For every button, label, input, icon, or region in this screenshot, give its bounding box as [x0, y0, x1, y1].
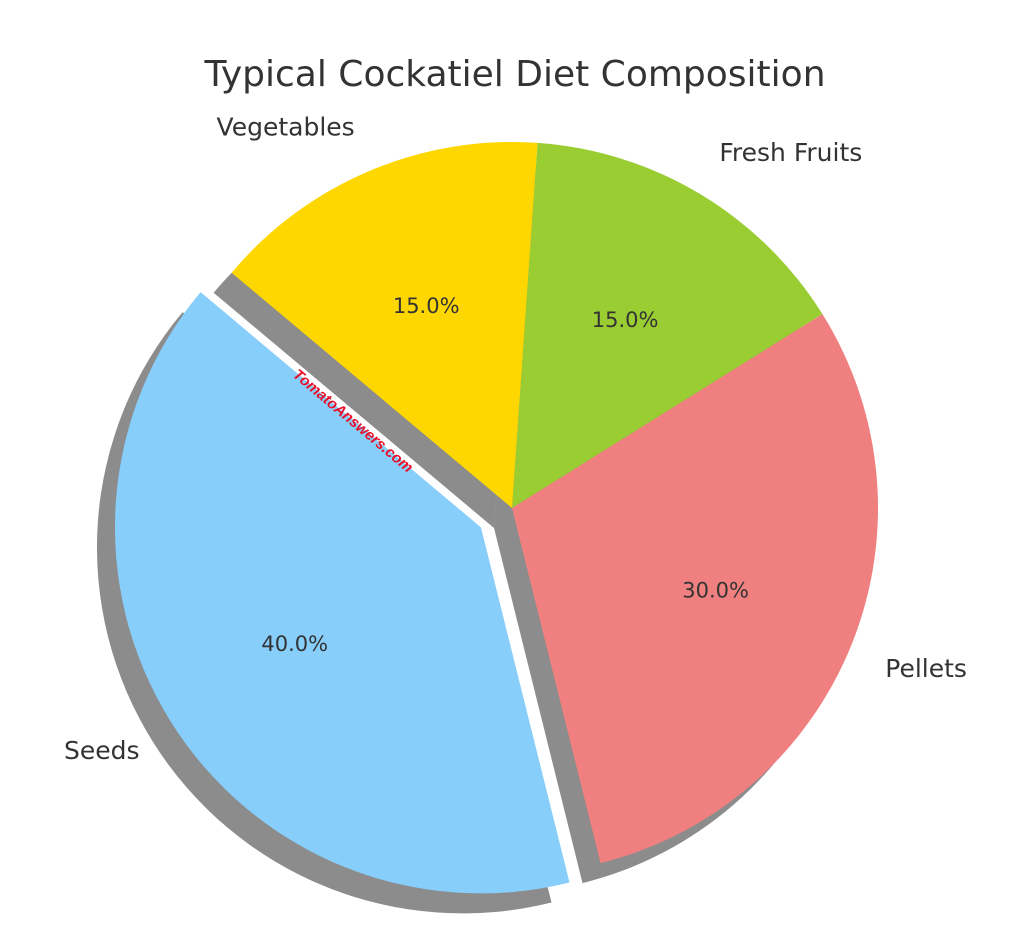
pie-label-pellets: Pellets: [885, 654, 967, 683]
pie-slice-vegetables: [231, 142, 538, 508]
pie-label-vegetables: Vegetables: [217, 112, 355, 141]
pie-pct-label-vegetables: 15.0%: [393, 294, 460, 318]
chart-title: Typical Cockatiel Diet Composition: [203, 54, 825, 95]
pie-label-fresh-fruits: Fresh Fruits: [719, 138, 862, 167]
pie-pct-label-pellets: 30.0%: [682, 578, 749, 602]
pie-slice-seeds: [114, 292, 570, 894]
pie-slice-fresh-fruits: [512, 142, 823, 509]
label-layer: Seeds 40.0% Pellets 30.0% Fresh Fruits 15.0% V…: [64, 112, 967, 765]
pie-slice-pellets: [512, 314, 878, 864]
pie-pct-label-fresh-fruits: 15.0%: [592, 308, 659, 332]
slice-layer: [114, 142, 878, 894]
pie-pct-label-seeds: 40.0%: [261, 632, 328, 656]
pie-label-seeds: Seeds: [64, 736, 140, 765]
